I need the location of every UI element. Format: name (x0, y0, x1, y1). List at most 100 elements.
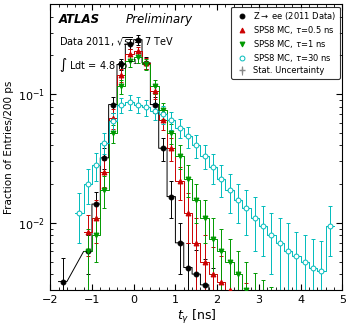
Z$\rightarrow$ ee (2011 Data) (203, 283, 207, 287)
Z$\rightarrow$ ee (2011 Data) (127, 42, 132, 46)
Text: Data 2011, $\sqrt{s}$ = 7 TeV: Data 2011, $\sqrt{s}$ = 7 TeV (59, 36, 174, 49)
SPS8 MC, $\tau$=1 ns (153, 84, 157, 88)
SPS8 MC, $\tau$=0.5 ns (86, 230, 90, 234)
SPS8 MC, $\tau$=1 ns (86, 249, 90, 253)
SPS8 MC, $\tau$=30 ns (294, 254, 299, 258)
Text: Preliminary: Preliminary (126, 13, 193, 26)
Line: Z$\rightarrow$ ee (2011 Data): Z$\rightarrow$ ee (2011 Data) (60, 37, 215, 296)
SPS8 MC, $\tau$=0.5 ns (144, 61, 148, 65)
SPS8 MC, $\tau$=30 ns (153, 109, 157, 113)
Z$\rightarrow$ ee (2011 Data) (102, 156, 106, 160)
SPS8 MC, $\tau$=30 ns (177, 126, 182, 130)
SPS8 MC, $\tau$=0.5 ns (153, 89, 157, 93)
SPS8 MC, $\tau$=30 ns (203, 154, 207, 158)
SPS8 MC, $\tau$=30 ns (136, 103, 140, 107)
SPS8 MC, $\tau$=1 ns (186, 177, 190, 181)
SPS8 MC, $\tau$=30 ns (244, 206, 248, 210)
SPS8 MC, $\tau$=1 ns (236, 272, 240, 276)
SPS8 MC, $\tau$=30 ns (211, 165, 215, 169)
SPS8 MC, $\tau$=1 ns (102, 188, 106, 192)
Line: SPS8 MC, $\tau$=30 ns: SPS8 MC, $\tau$=30 ns (77, 100, 332, 274)
SPS8 MC, $\tau$=0.5 ns (253, 327, 257, 330)
SPS8 MC, $\tau$=0.5 ns (186, 211, 190, 215)
X-axis label: $t_{\gamma}$ [ns]: $t_{\gamma}$ [ns] (176, 308, 216, 326)
Z$\rightarrow$ ee (2011 Data) (111, 103, 115, 107)
SPS8 MC, $\tau$=30 ns (144, 105, 148, 109)
Z$\rightarrow$ ee (2011 Data) (169, 195, 173, 199)
SPS8 MC, $\tau$=0.5 ns (111, 116, 115, 120)
SPS8 MC, $\tau$=0.5 ns (169, 146, 173, 150)
Z$\rightarrow$ ee (2011 Data) (94, 202, 98, 206)
SPS8 MC, $\tau$=1 ns (203, 215, 207, 219)
SPS8 MC, $\tau$=1 ns (211, 237, 215, 241)
SPS8 MC, $\tau$=1 ns (278, 327, 282, 330)
Z$\rightarrow$ ee (2011 Data) (177, 241, 182, 245)
SPS8 MC, $\tau$=30 ns (161, 112, 165, 116)
SPS8 MC, $\tau$=30 ns (186, 134, 190, 138)
SPS8 MC, $\tau$=1 ns (94, 233, 98, 237)
SPS8 MC, $\tau$=0.5 ns (161, 118, 165, 122)
SPS8 MC, $\tau$=0.5 ns (127, 52, 132, 56)
Z$\rightarrow$ ee (2011 Data) (144, 61, 148, 65)
SPS8 MC, $\tau$=30 ns (111, 119, 115, 123)
SPS8 MC, $\tau$=30 ns (94, 163, 98, 167)
SPS8 MC, $\tau$=1 ns (219, 249, 223, 253)
SPS8 MC, $\tau$=30 ns (286, 249, 290, 253)
SPS8 MC, $\tau$=0.5 ns (94, 215, 98, 219)
Line: SPS8 MC, $\tau$=1 ns: SPS8 MC, $\tau$=1 ns (85, 54, 282, 330)
SPS8 MC, $\tau$=30 ns (228, 188, 232, 192)
SPS8 MC, $\tau$=0.5 ns (219, 280, 223, 283)
Z$\rightarrow$ ee (2011 Data) (186, 266, 190, 270)
SPS8 MC, $\tau$=0.5 ns (194, 241, 198, 245)
SPS8 MC, $\tau$=1 ns (161, 108, 165, 112)
SPS8 MC, $\tau$=1 ns (228, 260, 232, 264)
SPS8 MC, $\tau$=30 ns (253, 215, 257, 219)
SPS8 MC, $\tau$=0.5 ns (244, 311, 248, 315)
SPS8 MC, $\tau$=30 ns (77, 211, 82, 215)
SPS8 MC, $\tau$=0.5 ns (236, 298, 240, 302)
SPS8 MC, $\tau$=1 ns (269, 317, 273, 321)
SPS8 MC, $\tau$=1 ns (119, 84, 123, 88)
Z$\rightarrow$ ee (2011 Data) (136, 38, 140, 42)
Y-axis label: Fraction of Entries/200 ps: Fraction of Entries/200 ps (4, 81, 14, 214)
Text: ATLAS: ATLAS (59, 13, 100, 26)
SPS8 MC, $\tau$=30 ns (319, 269, 323, 273)
Z$\rightarrow$ ee (2011 Data) (194, 272, 198, 276)
SPS8 MC, $\tau$=0.5 ns (136, 50, 140, 53)
SPS8 MC, $\tau$=30 ns (278, 241, 282, 245)
SPS8 MC, $\tau$=30 ns (303, 260, 307, 264)
SPS8 MC, $\tau$=0.5 ns (203, 260, 207, 264)
SPS8 MC, $\tau$=1 ns (194, 198, 198, 202)
SPS8 MC, $\tau$=30 ns (269, 233, 273, 237)
Z$\rightarrow$ ee (2011 Data) (61, 280, 65, 283)
SPS8 MC, $\tau$=0.5 ns (119, 73, 123, 77)
SPS8 MC, $\tau$=0.5 ns (228, 288, 232, 292)
SPS8 MC, $\tau$=30 ns (261, 224, 265, 228)
SPS8 MC, $\tau$=30 ns (119, 103, 123, 107)
SPS8 MC, $\tau$=1 ns (244, 288, 248, 292)
Line: SPS8 MC, $\tau$=0.5 ns: SPS8 MC, $\tau$=0.5 ns (85, 49, 257, 330)
SPS8 MC, $\tau$=30 ns (127, 100, 132, 104)
SPS8 MC, $\tau$=1 ns (261, 308, 265, 312)
SPS8 MC, $\tau$=1 ns (177, 154, 182, 158)
SPS8 MC, $\tau$=30 ns (169, 118, 173, 122)
SPS8 MC, $\tau$=30 ns (102, 141, 106, 145)
SPS8 MC, $\tau$=1 ns (169, 131, 173, 135)
SPS8 MC, $\tau$=1 ns (111, 131, 115, 135)
SPS8 MC, $\tau$=0.5 ns (211, 272, 215, 276)
SPS8 MC, $\tau$=30 ns (219, 177, 223, 181)
SPS8 MC, $\tau$=0.5 ns (102, 170, 106, 174)
SPS8 MC, $\tau$=30 ns (236, 198, 240, 202)
SPS8 MC, $\tau$=0.5 ns (177, 180, 182, 183)
Z$\rightarrow$ ee (2011 Data) (211, 292, 215, 296)
Z$\rightarrow$ ee (2011 Data) (161, 146, 165, 150)
SPS8 MC, $\tau$=1 ns (144, 62, 148, 66)
Legend: Z$\rightarrow$ ee (2011 Data), SPS8 MC, $\tau$=0.5 ns, SPS8 MC, $\tau$=1 ns, SPS: Z$\rightarrow$ ee (2011 Data), SPS8 MC, … (231, 7, 340, 79)
SPS8 MC, $\tau$=1 ns (136, 55, 140, 59)
SPS8 MC, $\tau$=30 ns (328, 224, 332, 228)
Text: $\int$ Ldt = 4.8 fb$^{-1}$: $\int$ Ldt = 4.8 fb$^{-1}$ (59, 56, 139, 74)
SPS8 MC, $\tau$=30 ns (194, 144, 198, 148)
SPS8 MC, $\tau$=1 ns (253, 298, 257, 302)
SPS8 MC, $\tau$=30 ns (86, 182, 90, 186)
SPS8 MC, $\tau$=30 ns (311, 266, 315, 270)
